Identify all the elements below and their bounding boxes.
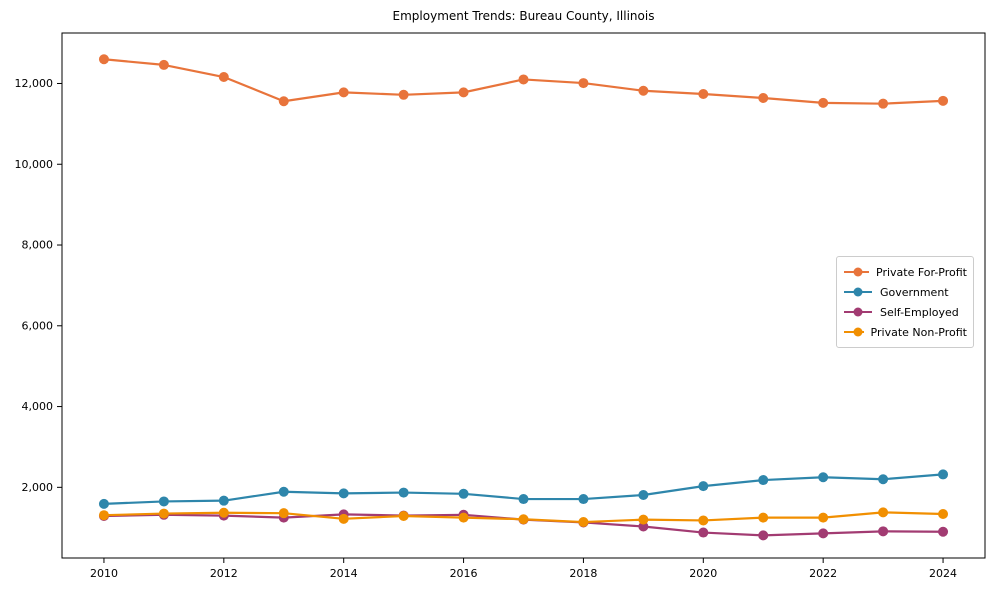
legend-label-private-non-profit: Private Non-Profit [870, 325, 967, 339]
x-tick-label: 2014 [330, 567, 358, 580]
marker-self-employed [938, 526, 949, 537]
legend-item-private-for-profit: Private For-Profit [843, 262, 967, 282]
marker-government [518, 494, 529, 505]
marker-government [638, 490, 649, 500]
marker-government [338, 488, 349, 499]
marker-government [98, 498, 109, 509]
x-tick-label: 2010 [90, 567, 118, 580]
chart-title: Employment Trends: Bureau County, Illino… [392, 9, 655, 23]
y-tick-label: 8,000 [22, 239, 54, 252]
marker-government [158, 496, 169, 507]
legend-marker-private-for-profit [844, 267, 869, 277]
legend-marker-self-employed [844, 307, 872, 317]
x-tick-label: 2020 [689, 567, 717, 580]
marker-private-for-profit [398, 89, 409, 100]
marker-government [758, 475, 769, 486]
legend-label-self-employed: Self-Employed [880, 305, 959, 319]
marker-self-employed [638, 521, 649, 532]
marker-private-non-profit [578, 517, 589, 528]
marker-private-for-profit [698, 88, 709, 99]
marker-private-non-profit [338, 513, 349, 524]
marker-private-non-profit [218, 507, 229, 518]
x-tick-label: 2012 [210, 567, 238, 580]
y-tick-label: 6,000 [22, 319, 54, 332]
marker-self-employed [878, 526, 889, 537]
marker-private-non-profit [878, 507, 889, 518]
marker-government [218, 495, 229, 506]
marker-private-non-profit [818, 512, 829, 523]
x-tick-label: 2024 [929, 567, 957, 580]
marker-private-for-profit [458, 87, 469, 98]
marker-private-non-profit [758, 512, 769, 523]
marker-self-employed [818, 528, 829, 539]
y-tick-label: 10,000 [15, 158, 54, 171]
marker-government [578, 494, 589, 505]
marker-government [458, 488, 469, 499]
marker-private-for-profit [938, 95, 949, 106]
legend-marker-government [844, 287, 872, 297]
marker-government [938, 469, 949, 480]
marker-government [818, 472, 829, 483]
marker-private-for-profit [518, 74, 529, 85]
marker-private-for-profit [278, 96, 289, 107]
marker-private-non-profit [158, 508, 169, 519]
marker-private-for-profit [878, 98, 889, 109]
marker-private-non-profit [398, 511, 409, 521]
marker-private-for-profit [638, 85, 649, 96]
legend-item-self-employed: Self-Employed [843, 302, 967, 322]
marker-government [698, 481, 709, 492]
marker-private-non-profit [518, 514, 529, 525]
marker-self-employed [698, 527, 709, 538]
marker-government [278, 486, 289, 497]
marker-private-non-profit [458, 512, 469, 523]
marker-private-non-profit [98, 510, 109, 521]
legend-label-government: Government [880, 285, 949, 299]
x-tick-label: 2016 [450, 567, 478, 580]
marker-private-non-profit [638, 514, 649, 525]
marker-private-for-profit [818, 97, 829, 108]
marker-private-for-profit [338, 87, 349, 98]
marker-private-non-profit [278, 508, 289, 519]
marker-self-employed [758, 530, 769, 541]
marker-government [878, 474, 889, 485]
legend-label-private-for-profit: Private For-Profit [876, 265, 967, 279]
marker-government [398, 487, 409, 498]
x-tick-label: 2018 [569, 567, 597, 580]
y-tick-label: 12,000 [15, 77, 54, 90]
marker-private-non-profit [938, 508, 949, 519]
marker-private-for-profit [758, 93, 769, 104]
axes-frame [61, 32, 986, 559]
legend-item-government: Government [843, 282, 967, 302]
marker-private-non-profit [698, 515, 709, 526]
legend-marker-private-non-profit [844, 327, 864, 337]
legend-item-private-non-profit: Private Non-Profit [843, 322, 967, 342]
x-tick-label: 2022 [809, 567, 837, 580]
y-tick-label: 4,000 [22, 400, 54, 413]
y-tick-label: 2,000 [22, 481, 54, 494]
marker-private-for-profit [98, 54, 109, 65]
marker-private-for-profit [578, 78, 589, 89]
legend: Private For-Profit Government Self-Employe… [836, 256, 974, 348]
marker-private-for-profit [158, 59, 169, 70]
marker-private-for-profit [218, 72, 229, 83]
